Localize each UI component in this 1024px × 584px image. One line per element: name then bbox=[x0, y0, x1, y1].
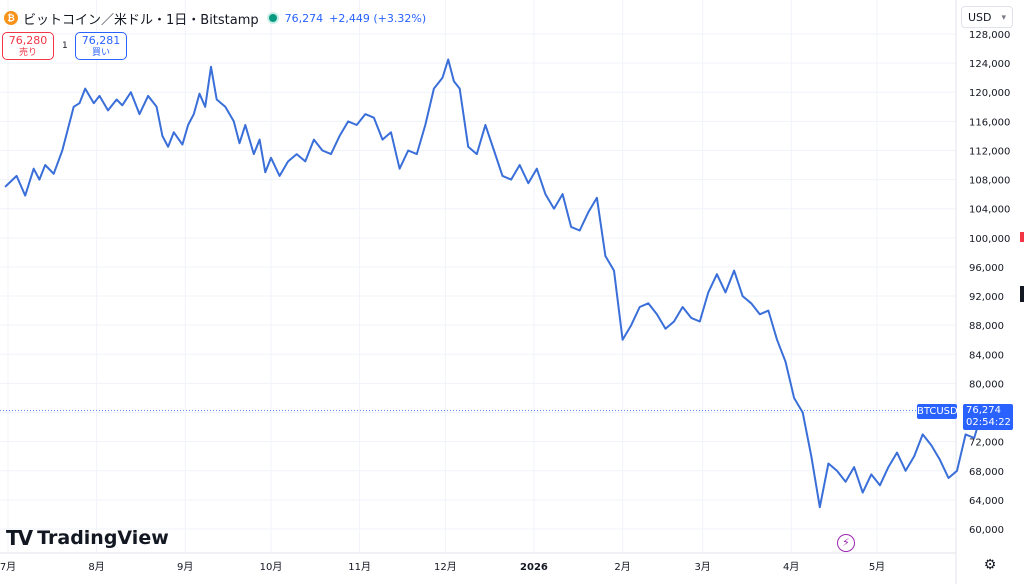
sell-label: 売り bbox=[18, 48, 37, 58]
symbol-title[interactable]: ビットコイン／米ドル・1日・Bitstamp bbox=[23, 12, 259, 28]
price-tick-label: 80,000 bbox=[969, 379, 1004, 390]
buy-button[interactable]: 76,281 買い bbox=[75, 32, 127, 60]
price-tick-label: 88,000 bbox=[969, 321, 1004, 332]
chart-grid bbox=[0, 0, 956, 553]
settings-icon[interactable]: ⚙ bbox=[983, 557, 997, 573]
price-tick-label: 60,000 bbox=[969, 525, 1004, 536]
time-axis[interactable]: 7月 8月 9月 10月 11月 12月 2026 2月 3月 4月 5月 bbox=[0, 561, 885, 573]
edge-marker-dark bbox=[1020, 286, 1024, 302]
time-tick-label: 8月 bbox=[88, 561, 104, 573]
price-tick-label: 124,000 bbox=[969, 59, 1010, 70]
edge-marker-red bbox=[1020, 232, 1024, 242]
price-tick-label: 68,000 bbox=[969, 467, 1004, 478]
time-tick-label: 2月 bbox=[614, 561, 630, 573]
time-tick-label: 7月 bbox=[0, 561, 16, 573]
time-tick-label: 12月 bbox=[434, 561, 457, 573]
price-tick-label: 104,000 bbox=[969, 205, 1010, 216]
sell-button[interactable]: 76,280 売り bbox=[2, 32, 54, 60]
time-tick-label: 10月 bbox=[260, 561, 283, 573]
price-tick-label: 100,000 bbox=[969, 234, 1010, 245]
price-axis[interactable]: 128,000 124,000 120,000 116,000 112,000 108,0… bbox=[969, 30, 1010, 536]
price-tick-label: 72,000 bbox=[969, 438, 1004, 449]
time-tick-label: 4月 bbox=[783, 561, 799, 573]
price-tick-label: 84,000 bbox=[969, 350, 1004, 361]
chevron-down-icon: ▾ bbox=[1001, 13, 1006, 23]
sell-price: 76,280 bbox=[8, 34, 48, 47]
spread-value: 1 bbox=[62, 41, 68, 51]
header-change: +2,449 (+3.32%) bbox=[329, 11, 427, 25]
time-tick-label: 9月 bbox=[177, 561, 193, 573]
currency-select[interactable]: USD ▾ bbox=[961, 6, 1013, 28]
currency-label: USD bbox=[968, 11, 992, 24]
header-last-price: 76,274 bbox=[284, 11, 324, 25]
bitcoin-icon: ₿ bbox=[4, 11, 18, 25]
price-tick-label: 112,000 bbox=[969, 146, 1010, 157]
tradingview-mark-icon: TV bbox=[6, 526, 33, 550]
bar-countdown: 02:54:22 bbox=[966, 417, 1011, 428]
last-price-tag: 76,274 02:54:22 bbox=[963, 404, 1013, 430]
price-tick-label: 64,000 bbox=[969, 496, 1004, 507]
price-tick-label: 120,000 bbox=[969, 88, 1010, 99]
price-tick-label: 108,000 bbox=[969, 176, 1010, 187]
tradingview-logo-text: TradingView bbox=[37, 527, 169, 549]
time-tick-label: 3月 bbox=[694, 561, 710, 573]
price-tick-label: 92,000 bbox=[969, 292, 1004, 303]
tradingview-logo[interactable]: TV TradingView bbox=[6, 526, 169, 550]
symbol-price-tag: BTCUSD bbox=[917, 404, 958, 419]
price-tick-label: 96,000 bbox=[969, 263, 1004, 274]
price-tick-label: 116,000 bbox=[969, 117, 1010, 128]
buy-price: 76,281 bbox=[81, 34, 121, 47]
live-dot-icon bbox=[268, 14, 277, 22]
time-tick-label: 5月 bbox=[869, 561, 885, 573]
lightning-icon[interactable]: ⚡ bbox=[837, 534, 855, 552]
buy-label: 買い bbox=[91, 48, 110, 58]
btcusd-price-line[interactable] bbox=[4, 58, 1001, 509]
price-tick-label: 128,000 bbox=[969, 30, 1010, 41]
time-tick-label: 2026 bbox=[520, 562, 548, 573]
time-tick-label: 11月 bbox=[348, 561, 371, 573]
symbol-header[interactable]: ₿ ビットコイン／米ドル・1日・Bitstamp 76,274 +2,449 (… bbox=[4, 9, 427, 28]
last-price-tag-value: 76,274 bbox=[966, 405, 1001, 416]
